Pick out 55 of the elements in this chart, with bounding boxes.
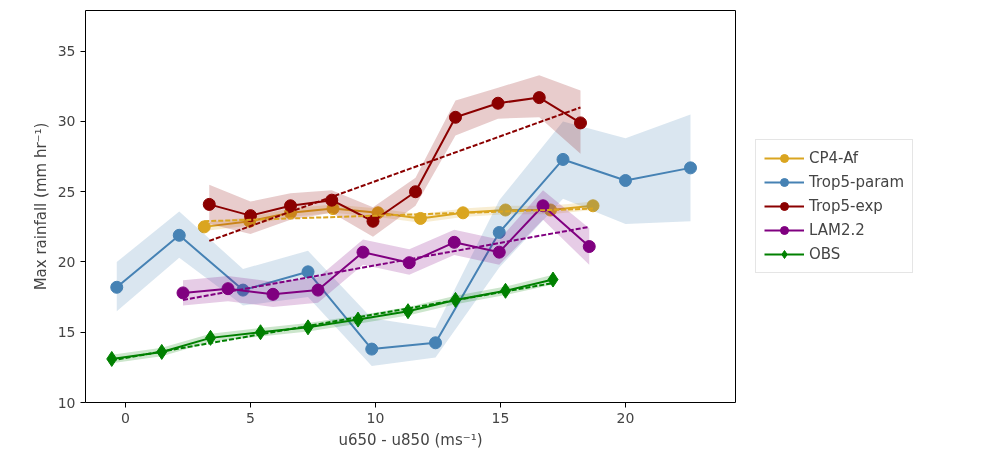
point: [449, 110, 462, 124]
point: [447, 235, 461, 249]
x-axis-title: u650 - u850 (ms⁻¹): [338, 430, 483, 449]
point: [684, 161, 697, 175]
point: [429, 336, 442, 350]
legend-label: OBS: [809, 245, 841, 263]
point: [202, 197, 216, 211]
point: [325, 193, 339, 207]
point: [582, 240, 596, 254]
point: [356, 245, 370, 259]
legend-label: Trop5-param: [809, 173, 905, 191]
point: [492, 245, 506, 259]
point: [491, 96, 505, 110]
x-tick-label: 0: [121, 409, 130, 426]
legend-label: LAM2.2: [809, 221, 865, 239]
point: [106, 350, 118, 367]
point: [352, 311, 364, 328]
point: [301, 265, 315, 279]
y-tick-label: 30: [57, 113, 76, 130]
point: [574, 116, 587, 130]
point: [365, 342, 379, 356]
point: [402, 256, 416, 270]
point: [176, 286, 190, 300]
x-tick-label: 5: [246, 409, 255, 426]
point: [556, 152, 570, 166]
point: [414, 211, 427, 225]
point: [536, 199, 550, 213]
x-tick-label: 10: [366, 409, 385, 426]
point: [547, 271, 559, 288]
point: [197, 220, 211, 234]
point: [532, 91, 546, 105]
point: [156, 343, 168, 360]
y-tick-label: 15: [57, 324, 76, 341]
point: [311, 283, 325, 297]
point: [302, 319, 314, 336]
point: [619, 174, 632, 187]
point: [366, 214, 380, 228]
point: [409, 185, 422, 199]
y-tick-label: 10: [57, 394, 76, 411]
point: [266, 287, 280, 301]
point: [110, 280, 124, 294]
x-tick-label: 20: [616, 409, 635, 426]
point: [284, 199, 297, 213]
point: [221, 282, 235, 296]
y-tick-label: 25: [57, 183, 76, 200]
x-tick-label: 15: [491, 409, 510, 426]
legend-label: CP4-Af: [809, 149, 859, 167]
y-axis-title: Max rainfall (mm hr⁻¹): [31, 122, 50, 291]
y-tick-label: 20: [57, 254, 76, 270]
point: [172, 228, 186, 242]
point: [492, 226, 506, 239]
point: [402, 303, 414, 320]
point: [586, 199, 600, 213]
legend-label: Trop5-exp: [809, 197, 883, 215]
y-tick-label: 35: [57, 43, 76, 60]
